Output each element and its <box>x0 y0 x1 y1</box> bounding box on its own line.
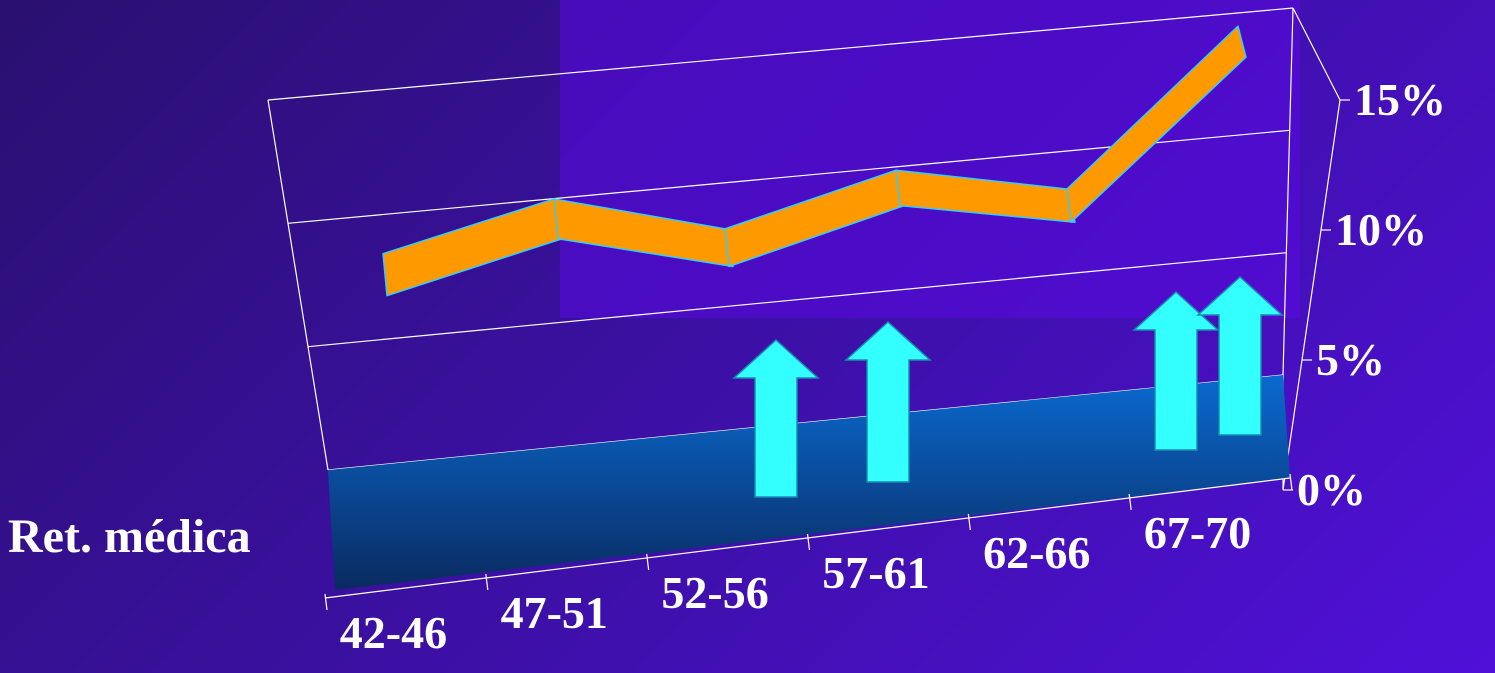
x-tick <box>324 593 328 611</box>
x-tick <box>1289 473 1293 491</box>
series-ribbon <box>382 25 1247 297</box>
series-segment <box>553 198 734 268</box>
x-axis: 42-46 47-51 52-56 57-61 62-66 67-70 <box>324 473 1293 658</box>
y-tick-label: 0% <box>1297 464 1366 515</box>
series-label: Ret. médica <box>8 510 251 563</box>
up-arrow-icon <box>1132 290 1220 451</box>
floor-plane <box>328 375 1290 590</box>
y-tick-label: 5% <box>1316 334 1385 385</box>
x-tick-label: 62-66 <box>983 527 1090 578</box>
chart-floor <box>328 375 1290 590</box>
wall-edge-right <box>1282 7 1294 376</box>
gridline <box>267 7 1294 101</box>
gridline <box>307 252 1287 348</box>
wall-edge-left <box>267 99 329 471</box>
series-segment <box>895 169 1076 223</box>
x-tick <box>485 573 489 591</box>
x-tick <box>1128 493 1132 511</box>
x-tick <box>806 533 811 551</box>
up-arrow-icon <box>1196 275 1284 436</box>
x-tick <box>646 553 650 571</box>
y-axis: 0% 5% 10% 15% <box>1283 74 1446 515</box>
annotation-arrows <box>732 275 1284 498</box>
series-segment <box>382 198 563 297</box>
back-panel-shade <box>560 0 1300 318</box>
x-tick-label: 57-61 <box>822 547 929 598</box>
x-tick <box>967 513 971 531</box>
up-arrow-icon <box>844 320 932 483</box>
x-tick-label: 52-56 <box>661 567 768 618</box>
series-segment <box>1066 25 1247 223</box>
y-tick-label: 10% <box>1335 204 1427 255</box>
x-tick-label: 42-46 <box>340 607 447 658</box>
x-tick-label: 47-51 <box>501 587 608 638</box>
up-arrow-icon <box>732 338 820 498</box>
x-tick-label: 67-70 <box>1144 507 1251 558</box>
y-tick-label: 15% <box>1354 74 1446 125</box>
